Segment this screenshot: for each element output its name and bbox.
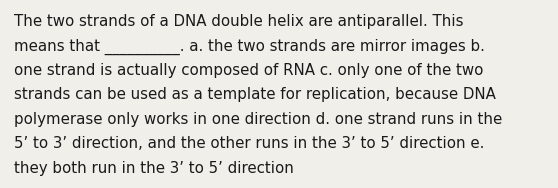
Text: one strand is actually composed of RNA c. only one of the two: one strand is actually composed of RNA c… [14, 63, 483, 78]
Text: means that __________. a. the two strands are mirror images b.: means that __________. a. the two strand… [14, 39, 485, 55]
Text: polymerase only works in one direction d. one strand runs in the: polymerase only works in one direction d… [14, 112, 502, 127]
Text: The two strands of a DNA double helix are antiparallel. This: The two strands of a DNA double helix ar… [14, 14, 464, 29]
Text: strands can be used as a template for replication, because DNA: strands can be used as a template for re… [14, 87, 496, 102]
Text: 5’ to 3’ direction, and the other runs in the 3’ to 5’ direction e.: 5’ to 3’ direction, and the other runs i… [14, 136, 484, 152]
Text: they both run in the 3’ to 5’ direction: they both run in the 3’ to 5’ direction [14, 161, 294, 176]
